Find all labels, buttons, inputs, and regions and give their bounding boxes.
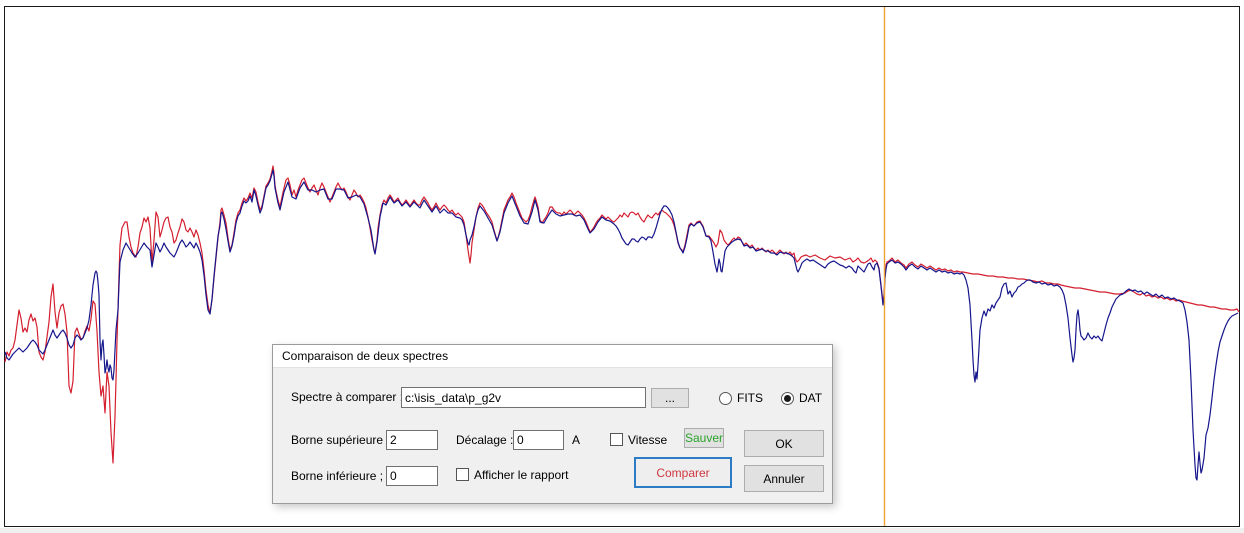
spectrum-curves bbox=[4, 165, 1240, 481]
borne-inferieure-input[interactable] bbox=[386, 466, 438, 486]
dialog-title: Comparaison de deux spectres bbox=[282, 349, 449, 363]
vitesse-checkbox-label[interactable]: Vitesse bbox=[628, 433, 668, 447]
decalage-label: Décalage : bbox=[456, 433, 514, 447]
comparison-dialog: Comparaison de deux spectres Spectre à c… bbox=[272, 344, 833, 504]
fits-radio-label[interactable]: FITS bbox=[737, 391, 763, 405]
borne-superieure-input[interactable] bbox=[386, 430, 438, 450]
sauver-button-label: Sauver bbox=[684, 431, 724, 445]
borne-superieure-label: Borne supérieure ; bbox=[291, 433, 390, 447]
browse-button-label: ... bbox=[664, 391, 675, 405]
borne-inferieure-label: Borne inférieure ; bbox=[291, 469, 384, 483]
ok-button-label: OK bbox=[775, 436, 793, 451]
angstrom-unit-label: A bbox=[572, 433, 581, 447]
reference-spectrum-red bbox=[4, 165, 1240, 464]
comparer-button[interactable]: Comparer bbox=[634, 457, 732, 488]
window-bottom-edge bbox=[0, 528, 1244, 533]
compared-spectrum-blue bbox=[4, 169, 1239, 481]
comparer-button-label: Comparer bbox=[656, 465, 710, 480]
dialog-titlebar[interactable]: Comparaison de deux spectres bbox=[273, 345, 832, 368]
vitesse-checkbox[interactable] bbox=[610, 433, 623, 446]
fits-radio[interactable] bbox=[719, 392, 732, 405]
dat-radio-label[interactable]: DAT bbox=[799, 391, 823, 405]
annuler-button[interactable]: Annuler bbox=[744, 465, 824, 492]
afficher-rapport-checkbox-label[interactable]: Afficher le rapport bbox=[474, 468, 569, 482]
spectre-a-comparer-label: Spectre à comparer : bbox=[291, 390, 404, 404]
afficher-rapport-checkbox[interactable] bbox=[456, 468, 469, 481]
spectre-file-input[interactable] bbox=[401, 387, 646, 408]
browse-button[interactable]: ... bbox=[651, 388, 689, 408]
ok-button[interactable]: OK bbox=[744, 430, 824, 457]
annuler-button-label: Annuler bbox=[763, 471, 805, 486]
dat-radio[interactable] bbox=[781, 392, 794, 405]
sauver-button[interactable]: Sauver bbox=[684, 428, 724, 448]
decalage-input[interactable] bbox=[513, 430, 564, 450]
